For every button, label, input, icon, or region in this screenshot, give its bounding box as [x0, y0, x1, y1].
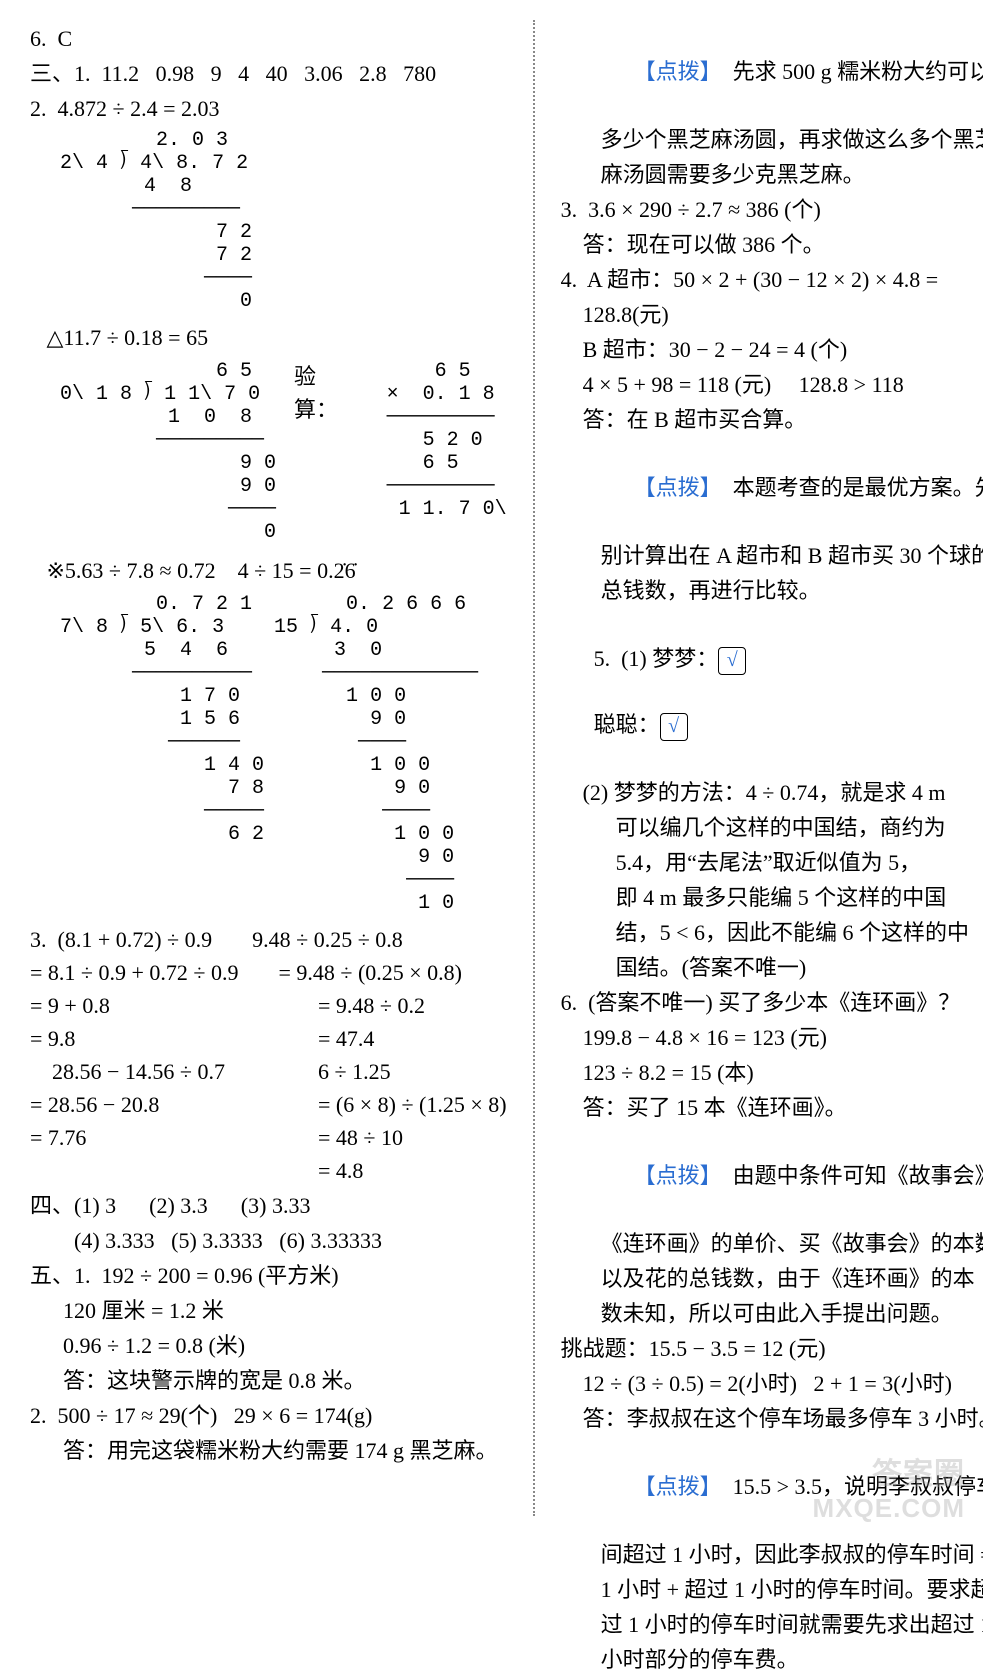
r5-2c: 5.4，用“去尾法”取近似值为 5， — [561, 846, 983, 879]
item-6c: 6. C — [30, 22, 507, 55]
calc-row-5: 28.56 − 14.56 ÷ 0.7 6 ÷ 1.25 — [30, 1055, 507, 1088]
r5-2d: 即 4 m 最多只能编 5 个这样的中国 — [561, 881, 983, 914]
section-4-1: 四、(1) 3 (2) 3.3 (3) 3.33 — [30, 1189, 507, 1222]
r4d: 4 × 5 + 98 = 118 (元) 128.8 > 118 — [561, 368, 983, 401]
calc-row-1: 3. (8.1 + 0.72) ÷ 0.9 9.48 ÷ 0.25 ÷ 0.8 — [30, 923, 507, 956]
r5-2b: 可以编几个这样的中国结，商约为 — [561, 811, 983, 844]
longdiv-1: 2. 0 3 2\ 4 ⟌ 4\ 8. 7 2 4 8 ───────── 7 … — [60, 129, 507, 313]
dianbo-4c: 1 小时 + 超过 1 小时的停车时间。要求超 — [561, 1573, 983, 1606]
dianbo-3a: 由题中条件可知《故事会》和 — [722, 1163, 983, 1188]
tri-title: △11.7 ÷ 0.18 = 65 — [30, 321, 507, 354]
c8a — [30, 1154, 278, 1187]
check-label: 验算： — [294, 360, 353, 426]
section-5-3: 0.96 ÷ 1.2 = 0.8 (米) — [30, 1329, 507, 1362]
section-5-4: 答：这块警示牌的宽是 0.8 米。 — [30, 1364, 507, 1397]
calc-row-3: = 9 + 0.8 = 9.48 ÷ 0.2 — [30, 989, 507, 1022]
r6b: 199.8 − 4.8 × 16 = 123 (元) — [561, 1021, 983, 1054]
r5-1: 5. (1) 梦梦：√ 聪聪：√ — [561, 609, 983, 774]
c7b: = 48 ÷ 10 — [318, 1121, 403, 1154]
dianbo-2: 【点拨】 本题考查的是最优方案。先分 — [561, 438, 983, 537]
c1b: 9.48 ÷ 0.25 ÷ 0.8 — [252, 923, 403, 956]
dianbo-2a: 本题考查的是最优方案。先分 — [722, 475, 983, 500]
c6b: = (6 × 8) ÷ (1.25 × 8) — [318, 1088, 507, 1121]
left-2b: 答：用完这袋糯米粉大约需要 174 g 黑芝麻。 — [30, 1434, 507, 1467]
dianbo-3-label: 【点拨】 — [634, 1163, 722, 1188]
longdiv-2-right: 6 5 × 0. 1 8 ───────── 5 2 0 6 5 ───────… — [363, 360, 507, 521]
c4b: = 47.4 — [318, 1022, 374, 1055]
r6d: 答：买了 15 本《连环画》。 — [561, 1091, 983, 1124]
c6a: = 28.56 − 20.8 — [30, 1088, 278, 1121]
c3b: = 9.48 ÷ 0.2 — [318, 989, 425, 1022]
dianbo-3d: 数未知，所以可由此入手提出问题。 — [561, 1297, 983, 1330]
longdiv-3-left: 0. 7 2 1 7\ 8 ⟌ 5\ 6. 3 5 4 6 ──────────… — [60, 593, 264, 846]
calc-row-6: = 28.56 − 20.8 = (6 × 8) ÷ (1.25 × 8) — [30, 1088, 507, 1121]
c3a: = 9 + 0.8 — [30, 989, 278, 1022]
calc-row-4: = 9.8 = 47.4 — [30, 1022, 507, 1055]
page: 6. C 三、1. 11.2 0.98 9 4 40 3.06 2.8 780 … — [0, 0, 983, 1536]
calc-row-8: = 4.8 — [30, 1154, 507, 1187]
dianbo-4b: 间超过 1 小时，因此李叔叔的停车时间 = — [561, 1538, 983, 1571]
longdiv-3-right: 0. 2 6 6 6 15 ⟌ 4. 0 3 0 ───────────── 1… — [274, 593, 490, 915]
checkbox-mengmeng: √ — [718, 647, 746, 675]
r4b: 128.8(元) — [561, 298, 983, 331]
dianbo-4e: 小时部分的停车费。 — [561, 1643, 983, 1676]
r4a: 4. A 超市：50 × 2 + (30 − 12 × 2) × 4.8 = — [561, 263, 983, 296]
checkbox-congcong: √ — [660, 713, 688, 741]
left-2a: 2. 500 ÷ 17 ≈ 29(个) 29 × 6 = 174(g) — [30, 1399, 507, 1432]
section-5-2: 120 厘米 = 1.2 米 — [30, 1294, 507, 1327]
dianbo-1-label: 【点拨】 — [634, 59, 722, 84]
r3a: 3. 3.6 × 290 ÷ 2.7 ≈ 386 (个) — [561, 193, 983, 226]
dianbo-1a: 先求 500 g 糯米粉大约可以做 — [722, 59, 983, 84]
c2b: = 9.48 ÷ (0.25 × 0.8) — [278, 956, 462, 989]
p2-title: 2. 4.872 ÷ 2.4 = 2.03 — [30, 92, 507, 125]
dianbo-3: 【点拨】 由题中条件可知《故事会》和 — [561, 1126, 983, 1225]
r3b: 答：现在可以做 386 个。 — [561, 228, 983, 261]
c7a: = 7.76 — [30, 1121, 278, 1154]
c2a: = 8.1 ÷ 0.9 + 0.72 ÷ 0.9 — [30, 956, 238, 989]
section-5-1: 五、1. 192 ÷ 200 = 0.96 (平方米) — [30, 1259, 507, 1292]
watermark: 答案圈 MXQE.COM — [813, 1449, 965, 1524]
column-divider — [533, 20, 535, 1516]
dianbo-1c: 麻汤圆需要多少克黑芝麻。 — [561, 158, 983, 191]
r5-1a: 5. (1) 梦梦： — [594, 646, 719, 671]
c5b: 6 ÷ 1.25 — [318, 1055, 391, 1088]
tz1: 挑战题：15.5 − 3.5 = 12 (元) — [561, 1332, 983, 1365]
c5a: 28.56 − 14.56 ÷ 0.7 — [30, 1055, 278, 1088]
dianbo-2c: 总钱数，再进行比较。 — [561, 574, 983, 607]
watermark-cn: 答案圈 — [813, 1449, 965, 1493]
section-3-1: 三、1. 11.2 0.98 9 4 40 3.06 2.8 780 — [30, 57, 507, 90]
section-4-2: (4) 3.333 (5) 3.3333 (6) 3.33333 — [30, 1224, 507, 1257]
calc-row-2: = 8.1 ÷ 0.9 + 0.72 ÷ 0.9 = 9.48 ÷ (0.25 … — [30, 956, 507, 989]
tz2: 12 ÷ (3 ÷ 0.5) = 2(小时) 2 + 1 = 3(小时) — [561, 1367, 983, 1400]
dianbo-2-label: 【点拨】 — [634, 475, 722, 500]
longdiv-2-left: 6 5 0\ 1 8 ⟌ 1 1\ 7 0 1 0 8 ───────── 9 … — [60, 360, 276, 544]
calc-row-7: = 7.76 = 48 ÷ 10 — [30, 1121, 507, 1154]
dianbo-4d: 过 1 小时的停车时间就需要先求出超过 1 — [561, 1608, 983, 1641]
right-column: 【点拨】 先求 500 g 糯米粉大约可以做 多少个黑芝麻汤圆，再求做这么多个黑… — [541, 20, 983, 1516]
dianbo-3c: 以及花的总钱数，由于《连环画》的本 — [561, 1262, 983, 1295]
c8b: = 4.8 — [318, 1154, 363, 1187]
r5-2f: 国结。(答案不唯一) — [561, 951, 983, 984]
r4e: 答：在 B 超市买合算。 — [561, 403, 983, 436]
r6c: 123 ÷ 8.2 = 15 (本) — [561, 1056, 983, 1089]
c1a: 3. (8.1 + 0.72) ÷ 0.9 — [30, 923, 212, 956]
dianbo-3b: 《连环画》的单价、买《故事会》的本数 — [561, 1227, 983, 1260]
r5-1b: 聪聪： — [594, 712, 660, 737]
dianbo-4-label: 【点拨】 — [634, 1474, 722, 1499]
watermark-en: MXQE.COM — [813, 1493, 965, 1523]
left-column: 6. C 三、1. 11.2 0.98 9 4 40 3.06 2.8 780 … — [30, 20, 527, 1516]
c4a: = 9.8 — [30, 1022, 278, 1055]
r5-2a: (2) 梦梦的方法：4 ÷ 0.74，就是求 4 m — [561, 776, 983, 809]
dianbo-2b: 别计算出在 A 超市和 B 超市买 30 个球的 — [561, 539, 983, 572]
dianbo-1: 【点拨】 先求 500 g 糯米粉大约可以做 — [561, 22, 983, 121]
r5-2e: 结，5 < 6，因此不能编 6 个这样的中 — [561, 916, 983, 949]
dianbo-1b: 多少个黑芝麻汤圆，再求做这么多个黑芝 — [561, 123, 983, 156]
tz3: 答：李叔叔在这个停车场最多停车 3 小时。 — [561, 1402, 983, 1435]
approx-title: ※5.63 ÷ 7.8 ≈ 0.72 4 ÷ 15 = 0.2̇6̇ — [30, 554, 507, 587]
r6a: 6. (答案不唯一) 买了多少本《连环画》？ — [561, 986, 983, 1019]
r4c: B 超市：30 − 2 − 24 = 4 (个) — [561, 333, 983, 366]
